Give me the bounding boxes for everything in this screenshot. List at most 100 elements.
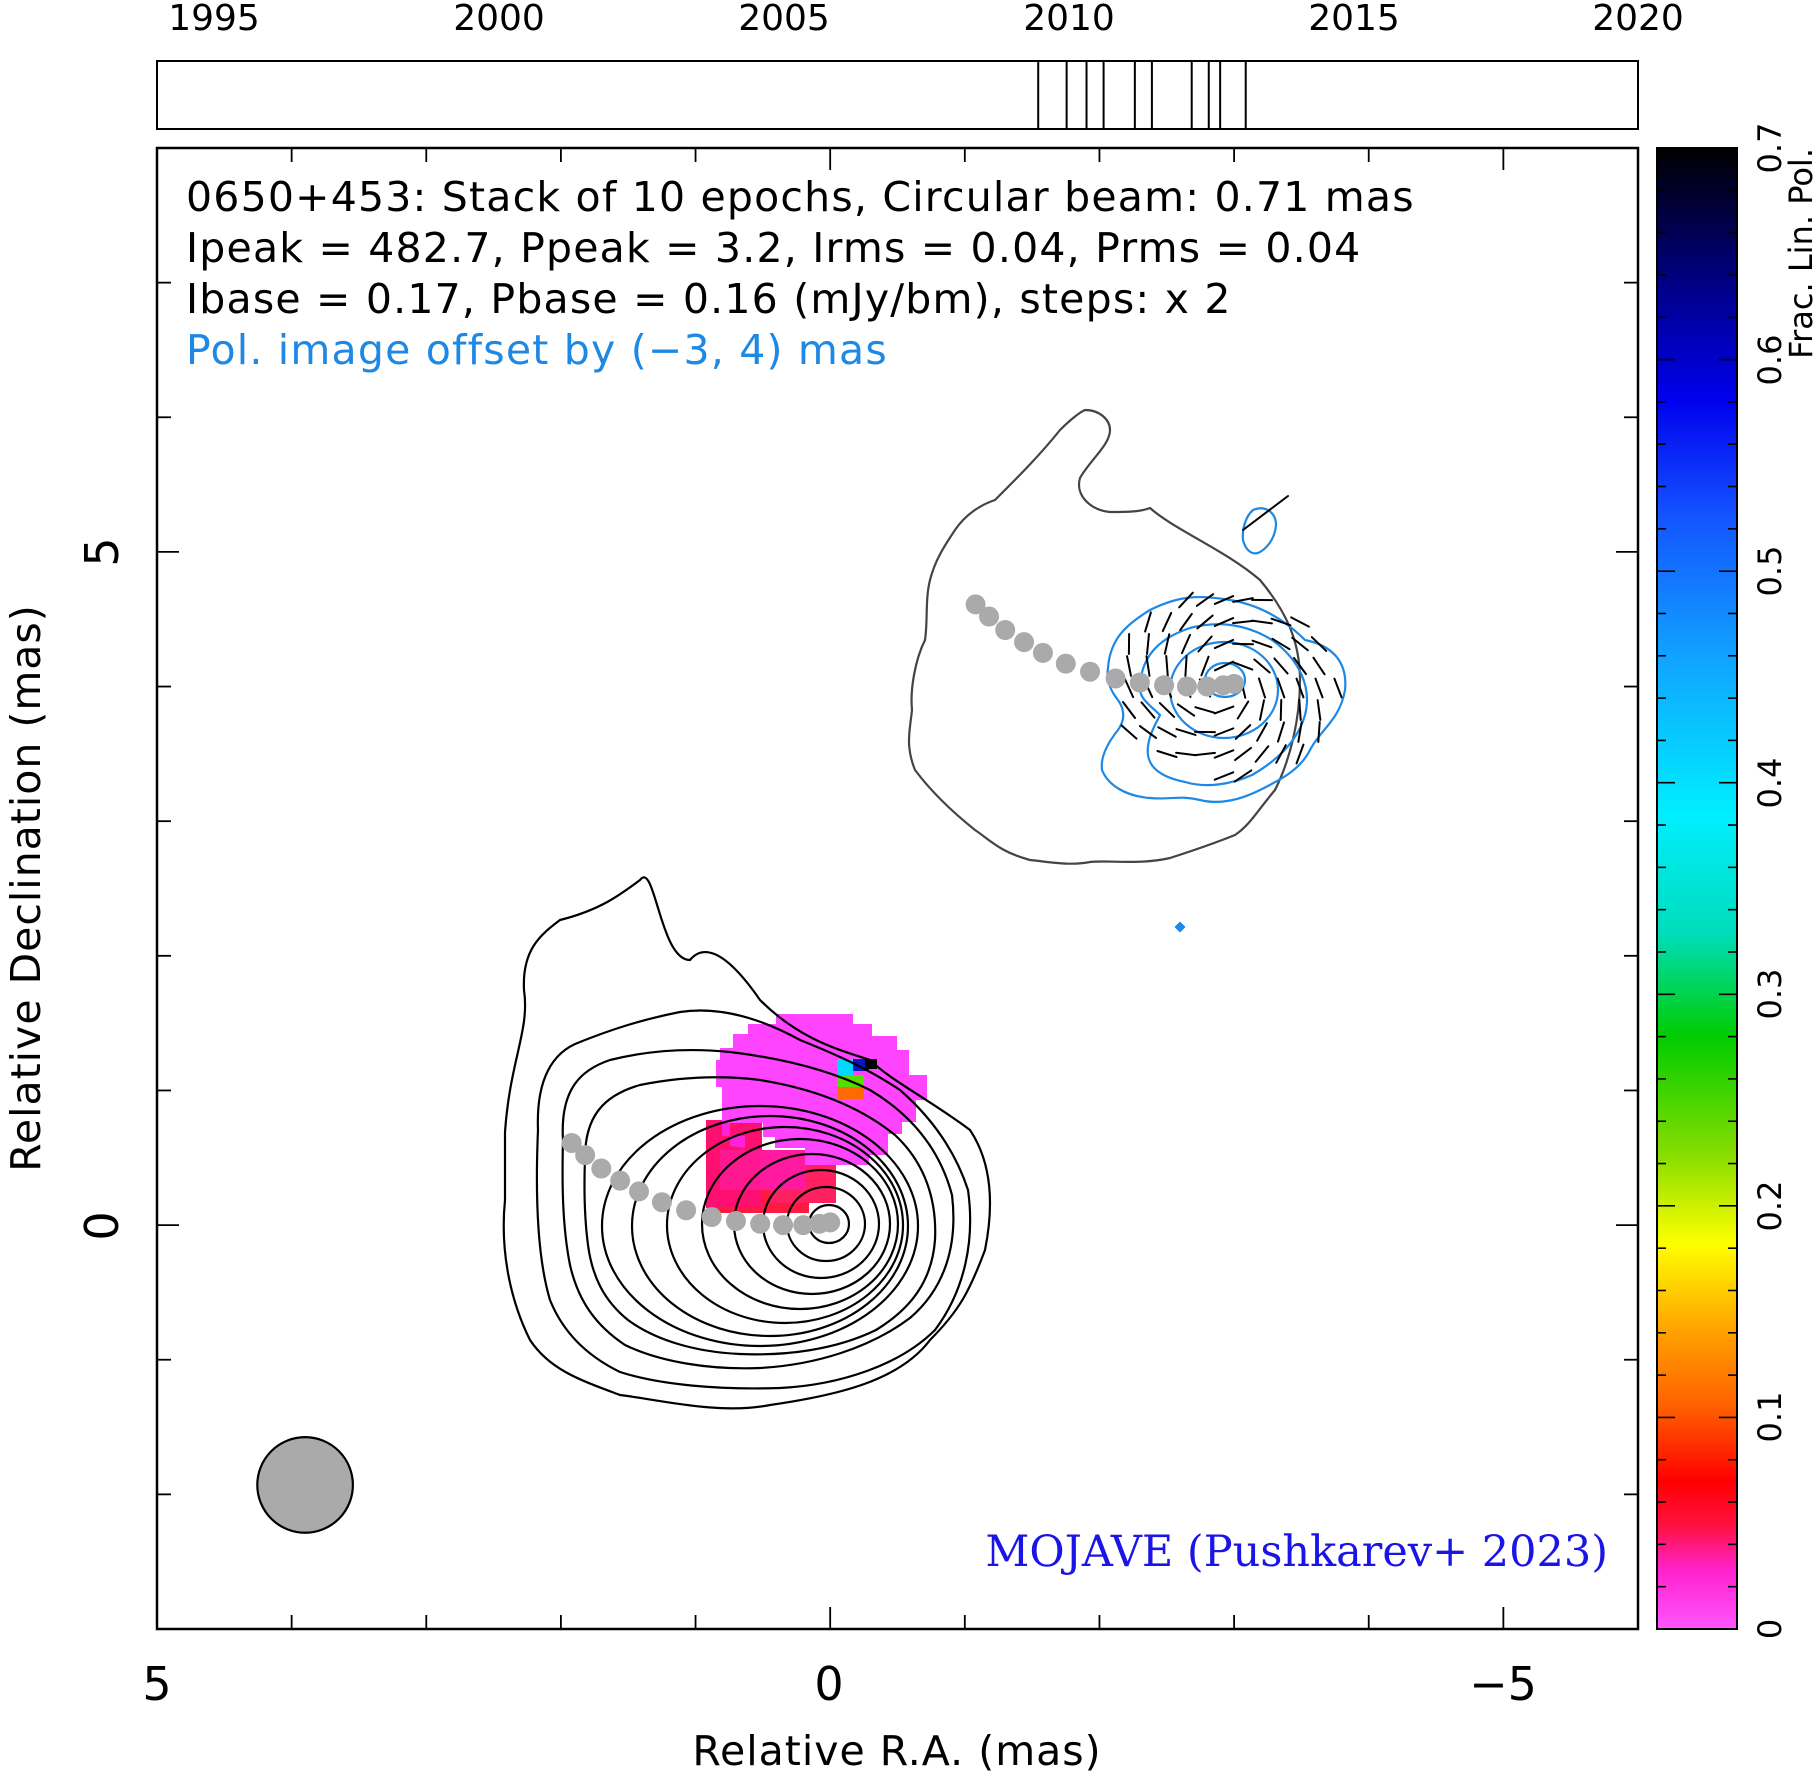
- evpa-stick: [1145, 655, 1151, 677]
- ridge-point: [651, 1192, 672, 1213]
- x-axis-label: Relative R.A. (mas): [692, 1727, 1101, 1775]
- ridge-point: [1032, 642, 1053, 663]
- evpa-stick: [1120, 724, 1138, 740]
- evpa-stick: [1213, 638, 1235, 650]
- evpa-stick: [1298, 699, 1302, 721]
- y-tick-label: 5: [75, 537, 129, 566]
- evpa-stick: [1242, 495, 1289, 531]
- evpa-stick: [1138, 725, 1158, 739]
- evpa-stick: [1314, 677, 1324, 699]
- offset-lowest-contour: [907, 408, 1302, 865]
- ridge-point: [610, 1170, 631, 1191]
- stokes-i-contour: [561, 1048, 955, 1370]
- evpa-stick: [1276, 721, 1286, 743]
- evpa-stick: [1295, 677, 1305, 699]
- evpa-stick: [1126, 655, 1132, 677]
- evpa-stick: [1279, 699, 1283, 721]
- ridge-point: [1129, 672, 1150, 693]
- evpa-stick: [1195, 593, 1215, 607]
- colorbar: 0 0.1 0.2 0.3 0.4 0.5 0.6 0.7 Frac. Lin.…: [1656, 123, 1819, 1640]
- evpa-stick: [1253, 658, 1271, 674]
- colorbar-ticks: [1657, 147, 1737, 1630]
- frac-pol-knot-orange: [837, 1087, 864, 1099]
- frac-pol-knot-cyan: [837, 1059, 853, 1075]
- annotation-line-1: 0650+453: Stack of 10 epochs, Circular b…: [186, 173, 1415, 221]
- stokes-i-contour: [600, 1104, 920, 1348]
- ridge-point: [1197, 676, 1218, 697]
- evpa-stick: [1297, 721, 1303, 743]
- pol-contour: [1138, 623, 1309, 787]
- stokes-i-contour: [583, 1076, 937, 1356]
- evpa-stick: [1275, 744, 1287, 764]
- axis-ticks: [156, 147, 1639, 1630]
- evpa-stick: [1232, 619, 1254, 625]
- ridge-point: [1080, 661, 1101, 682]
- annotation-line-2: Ipeak = 482.7, Ppeak = 3.2, Irms = 0.04,…: [186, 224, 1361, 272]
- ridge-point: [995, 619, 1016, 640]
- colorbar-tick-label: 0.7: [1751, 123, 1789, 174]
- ridge-point: [676, 1200, 697, 1221]
- x-axis: 5 0 −5 Relative R.A. (mas): [142, 1657, 1537, 1775]
- evpa-stick: [1270, 617, 1292, 627]
- evpa-stick: [1194, 751, 1216, 757]
- timeline-tick-label: 2020: [1592, 0, 1684, 39]
- stokes-i-contour: [700, 1137, 900, 1311]
- colorbar-tick-label: 0.2: [1751, 1181, 1789, 1232]
- colorbar-gradient: [1656, 147, 1738, 1630]
- evpa-stick: [1213, 705, 1235, 715]
- timeline-tick-label: 2010: [1023, 0, 1115, 39]
- ridge-point: [725, 1211, 746, 1232]
- evpa-stick: [1156, 749, 1178, 759]
- stokes-i-contour: [630, 1114, 910, 1338]
- colorbar-tick-label: 0.5: [1751, 546, 1789, 597]
- evpa-stick: [1273, 657, 1289, 675]
- ridge-point: [820, 1212, 841, 1233]
- timeline-tick-label: 2005: [738, 0, 830, 39]
- annotation-line-3: Ibase = 0.17, Pbase = 0.16 (mJy/bm), ste…: [186, 275, 1232, 323]
- evpa-stick: [1256, 722, 1268, 742]
- evpa-stick: [1175, 751, 1197, 757]
- timeline-tick-label: 2000: [453, 0, 545, 39]
- y-axis: 0 5 Relative Declination (mas): [2, 537, 129, 1240]
- evpa-stick: [1161, 611, 1173, 633]
- ridge-point: [575, 1145, 596, 1166]
- ridge-point: [1154, 675, 1175, 696]
- evpa-stick: [1258, 699, 1266, 721]
- evpa-stick: [1295, 743, 1305, 765]
- pol-contour-dot: [1174, 921, 1186, 933]
- evpa-stick: [1144, 611, 1152, 633]
- timeline: 1995 2000 2005 2010 2015 2020: [156, 0, 1684, 130]
- stokes-i-contour: [502, 876, 992, 1410]
- ridge-point: [1224, 673, 1245, 694]
- evpa-stick: [1317, 721, 1321, 743]
- ridge-point: [1014, 632, 1035, 653]
- timeline-frame: [156, 60, 1639, 130]
- colorbar-tick-label: 0.3: [1751, 969, 1789, 1020]
- evpa-stick: [1213, 617, 1235, 627]
- colorbar-tick-labels: 0 0.1 0.2 0.3 0.4 0.5 0.6 0.7: [1751, 123, 1789, 1640]
- x-tick-label: 5: [142, 1657, 171, 1711]
- ridge-point: [979, 606, 1000, 627]
- evpa-stick: [1180, 633, 1192, 655]
- evpa-stick: [1179, 612, 1193, 632]
- colorbar-tick-label: 0.1: [1751, 1392, 1789, 1443]
- evpa-stick: [1290, 616, 1310, 628]
- credit-label: MOJAVE (Pushkarev+ 2023): [985, 1527, 1608, 1577]
- evpa-stick: [1158, 702, 1176, 718]
- ridge-point: [1105, 668, 1126, 689]
- timeline-tick-label: 1995: [168, 0, 260, 39]
- x-tick-label: −5: [1469, 1657, 1537, 1711]
- evpa-stick: [1165, 655, 1169, 677]
- ridge-point: [793, 1215, 814, 1236]
- evpa-stick: [1232, 597, 1254, 603]
- evpa-stick: [1257, 677, 1267, 699]
- y-axis-label: Relative Declination (mas): [2, 604, 50, 1172]
- x-tick-label: 0: [814, 1657, 843, 1711]
- evpa-stick: [1236, 700, 1250, 720]
- ridge-line-main: [561, 1132, 841, 1236]
- evpa-stick: [1197, 635, 1213, 653]
- evpa-stick: [1163, 633, 1171, 655]
- timeline-tick-labels: 1995 2000 2005 2010 2015 2020: [168, 0, 1684, 39]
- evpa-stick: [1213, 660, 1235, 672]
- stokes-i-contour: [665, 1125, 905, 1325]
